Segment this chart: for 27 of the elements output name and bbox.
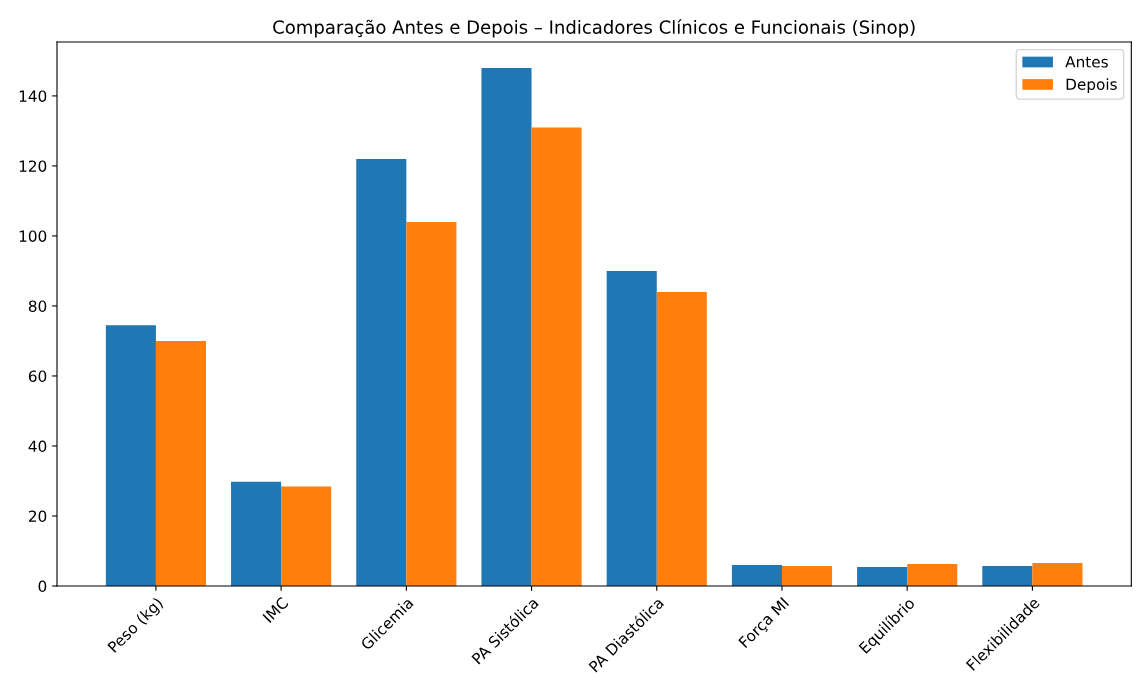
bar — [982, 566, 1033, 586]
chart-title: Comparação Antes e Depois – Indicadores Clínicos e Funcionais (Sinop) — [273, 19, 915, 38]
bar — [281, 486, 332, 586]
bar — [481, 67, 532, 586]
legend-label: Depois — [1066, 78, 1117, 93]
bar — [781, 566, 833, 586]
y-tick-label: 60 — [28, 370, 47, 382]
bar — [531, 127, 582, 586]
bar — [406, 221, 457, 586]
bar — [731, 565, 782, 586]
y-tick-label: 100 — [19, 230, 47, 242]
bar — [231, 481, 282, 586]
y-tick-label: 80 — [28, 300, 47, 312]
y-tick-label: 140 — [19, 90, 47, 102]
bar — [356, 158, 407, 586]
y-tick-label: 40 — [28, 440, 47, 452]
bar — [857, 567, 908, 586]
bar — [606, 270, 657, 586]
legend-label: Antes — [1065, 56, 1108, 68]
y-tick-label: 120 — [19, 160, 47, 172]
bar — [1032, 562, 1083, 586]
y-tick-label: 0 — [38, 580, 47, 593]
bar — [105, 325, 156, 586]
y-tick-label: 20 — [28, 510, 47, 523]
bar — [155, 340, 206, 586]
bar — [907, 563, 958, 586]
bar — [656, 291, 707, 586]
